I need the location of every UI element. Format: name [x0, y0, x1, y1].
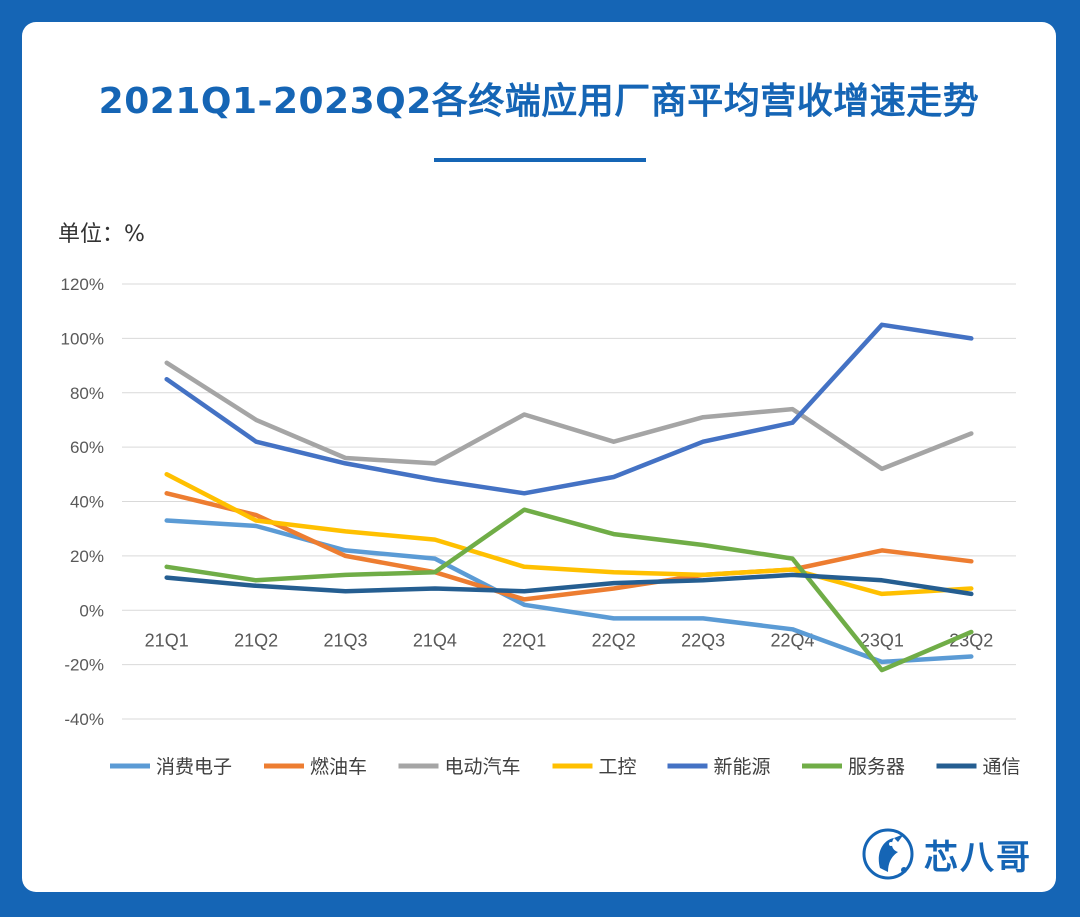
x-tick-label: 21Q4 — [413, 630, 457, 650]
y-tick-label: 40% — [70, 493, 104, 512]
bird-icon — [862, 828, 914, 880]
x-tick-label: 22Q2 — [592, 630, 636, 650]
unit-label: 单位：% — [58, 222, 145, 247]
x-tick-label: 22Q1 — [502, 630, 546, 650]
x-tick-label: 21Q3 — [323, 630, 367, 650]
y-tick-label: -40% — [64, 710, 104, 729]
x-tick-label: 22Q3 — [681, 630, 725, 650]
brand-name: 芯八哥 — [924, 837, 1032, 878]
series-line — [164, 491, 974, 602]
legend-label: 新能源 — [714, 756, 771, 778]
y-tick-label: 20% — [70, 547, 104, 566]
y-tick-label: 0% — [79, 601, 104, 620]
y-tick-label: -20% — [64, 656, 104, 675]
series-line — [164, 322, 974, 496]
line-chart: -40% -20% 0% 20% 40% 60% 80% 100% 120% 21Q1 21Q2 21… — [61, 275, 1021, 778]
legend-label: 工控 — [599, 756, 637, 778]
series-line — [164, 507, 974, 673]
x-tick-label: 23Q1 — [860, 630, 904, 650]
legend-label: 燃油车 — [310, 756, 367, 778]
legend-label: 服务器 — [848, 756, 905, 778]
y-tick-label: 120% — [61, 275, 104, 294]
x-tick-label: 21Q1 — [145, 630, 189, 650]
legend-label: 电动汽车 — [445, 756, 521, 778]
legend-label: 消费电子 — [156, 756, 232, 778]
y-tick-label: 80% — [70, 384, 104, 403]
series-line — [164, 572, 974, 597]
legend-label: 通信 — [983, 756, 1021, 778]
chart-card: 2021Q1-2023Q2各终端应用厂商平均营收增速走势 单位：% -40% -2… — [22, 22, 1056, 892]
y-tick-label: 60% — [70, 438, 104, 457]
series-line — [164, 518, 974, 665]
series-line — [164, 472, 974, 597]
brand-logo: 芯八哥 — [858, 822, 1032, 886]
y-tick-label: 100% — [61, 329, 104, 348]
series-line — [164, 360, 974, 472]
title-underline — [434, 158, 646, 162]
x-tick-label: 21Q2 — [234, 630, 278, 650]
chart-title: 2021Q1-2023Q2各终端应用厂商平均营收增速走势 — [98, 81, 980, 122]
